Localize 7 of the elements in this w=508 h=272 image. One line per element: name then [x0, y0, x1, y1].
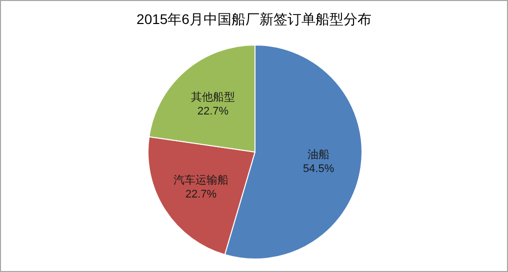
data-label: 54.5% — [302, 163, 334, 176]
data-label: 22.7% — [197, 105, 229, 118]
slice-label: 油船 — [308, 148, 330, 162]
slice-label: 其他船型 — [190, 90, 235, 104]
slice-label: 汽车运输船 — [173, 174, 228, 187]
chart-title: 2015年6月中国船厂新签订单船型分布 — [136, 11, 372, 27]
data-label: 22.7% — [185, 188, 217, 201]
